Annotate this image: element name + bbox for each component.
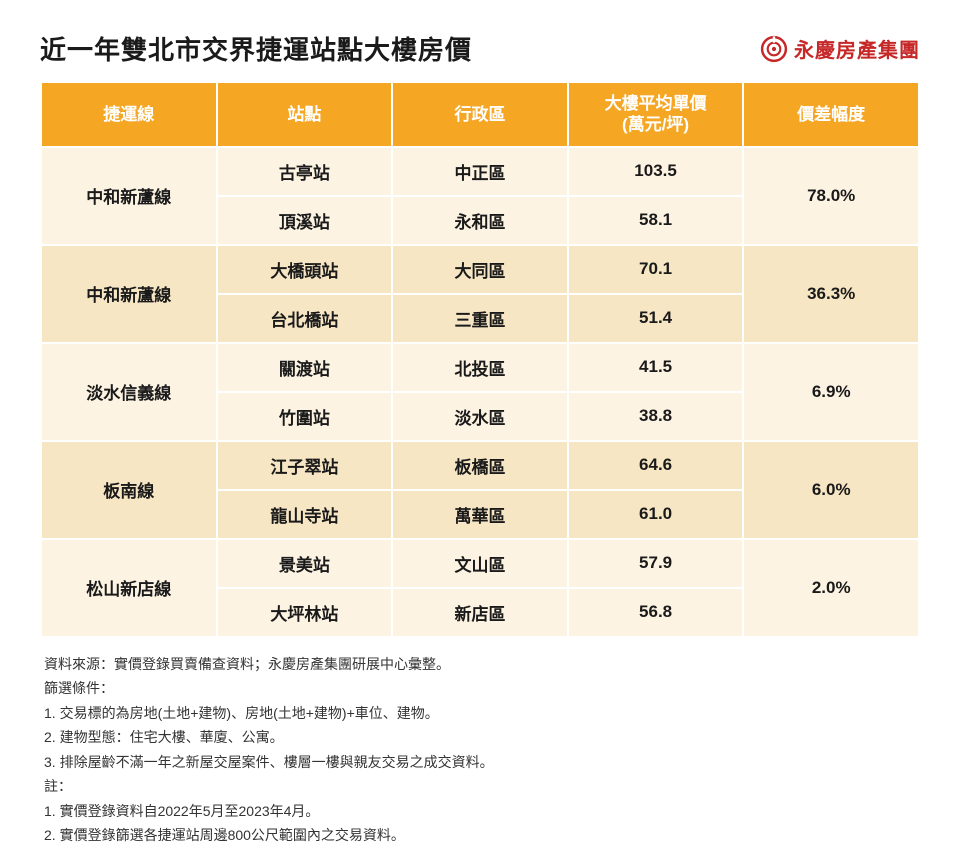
footnote-line: 1. 實價登錄資料自2022年5月至2023年4月。	[44, 799, 920, 824]
cell-district: 大同區	[392, 245, 568, 294]
cell-district: 中正區	[392, 147, 568, 196]
cell-price: 51.4	[568, 294, 744, 343]
cell-station: 竹圍站	[217, 392, 393, 441]
col-price: 大樓平均單價(萬元/坪)	[568, 82, 744, 147]
table-head: 捷運線 站點 行政區 大樓平均單價(萬元/坪) 價差幅度	[41, 82, 919, 147]
cell-price: 70.1	[568, 245, 744, 294]
cell-diff: 6.0%	[743, 441, 919, 539]
col-line: 捷運線	[41, 82, 217, 147]
cell-station: 台北橋站	[217, 294, 393, 343]
cell-station: 龍山寺站	[217, 490, 393, 539]
cell-station: 江子翠站	[217, 441, 393, 490]
brand: 永慶房產集團	[760, 34, 920, 63]
footnote-line: 註：	[44, 774, 920, 799]
footnote-line: 篩選條件：	[44, 676, 920, 701]
col-district: 行政區	[392, 82, 568, 147]
cell-line: 淡水信義線	[41, 343, 217, 441]
table-body: 中和新蘆線古亭站中正區103.578.0%頂溪站永和區58.1中和新蘆線大橋頭站…	[41, 147, 919, 637]
cell-district: 萬華區	[392, 490, 568, 539]
footnote-line: 資料來源：實價登錄買賣備查資料；永慶房產集團研展中心彙整。	[44, 652, 920, 677]
cell-district: 板橋區	[392, 441, 568, 490]
cell-station: 古亭站	[217, 147, 393, 196]
header: 近一年雙北市交界捷運站點大樓房價 永慶房產集團	[40, 30, 920, 67]
cell-station: 頂溪站	[217, 196, 393, 245]
table-row: 中和新蘆線古亭站中正區103.578.0%	[41, 147, 919, 196]
table-row: 中和新蘆線大橋頭站大同區70.136.3%	[41, 245, 919, 294]
cell-district: 北投區	[392, 343, 568, 392]
cell-line: 中和新蘆線	[41, 147, 217, 245]
cell-station: 景美站	[217, 539, 393, 588]
cell-district: 淡水區	[392, 392, 568, 441]
cell-price: 64.6	[568, 441, 744, 490]
cell-district: 三重區	[392, 294, 568, 343]
cell-district: 永和區	[392, 196, 568, 245]
col-station: 站點	[217, 82, 393, 147]
brand-name: 永慶房產集團	[794, 34, 920, 63]
cell-diff: 2.0%	[743, 539, 919, 637]
cell-price: 57.9	[568, 539, 744, 588]
footnotes: 資料來源：實價登錄買賣備查資料；永慶房產集團研展中心彙整。篩選條件：1. 交易標…	[40, 652, 920, 848]
footnote-line: 1. 交易標的為房地(土地+建物)、房地(土地+建物)+車位、建物。	[44, 701, 920, 726]
footnote-line: 2. 建物型態：住宅大樓、華廈、公寓。	[44, 725, 920, 750]
table-row: 淡水信義線關渡站北投區41.56.9%	[41, 343, 919, 392]
cell-price: 41.5	[568, 343, 744, 392]
cell-line: 板南線	[41, 441, 217, 539]
cell-line: 中和新蘆線	[41, 245, 217, 343]
cell-price: 58.1	[568, 196, 744, 245]
cell-price: 56.8	[568, 588, 744, 637]
cell-station: 大坪林站	[217, 588, 393, 637]
cell-price: 61.0	[568, 490, 744, 539]
cell-diff: 36.3%	[743, 245, 919, 343]
table-row: 板南線江子翠站板橋區64.66.0%	[41, 441, 919, 490]
cell-station: 大橋頭站	[217, 245, 393, 294]
cell-price: 103.5	[568, 147, 744, 196]
cell-district: 文山區	[392, 539, 568, 588]
page-title: 近一年雙北市交界捷運站點大樓房價	[40, 30, 472, 67]
table-row: 松山新店線景美站文山區57.92.0%	[41, 539, 919, 588]
footnote-line: 3. 排除屋齡不滿一年之新屋交屋案件、樓層一樓與親友交易之成交資料。	[44, 750, 920, 775]
cell-price: 38.8	[568, 392, 744, 441]
cell-district: 新店區	[392, 588, 568, 637]
cell-diff: 6.9%	[743, 343, 919, 441]
price-table: 捷運線 站點 行政區 大樓平均單價(萬元/坪) 價差幅度 中和新蘆線古亭站中正區…	[40, 81, 920, 638]
cell-diff: 78.0%	[743, 147, 919, 245]
brand-logo-icon	[760, 35, 788, 63]
cell-line: 松山新店線	[41, 539, 217, 637]
footnote-line: 2. 實價登錄篩選各捷運站周邊800公尺範圍內之交易資料。	[44, 823, 920, 848]
col-diff: 價差幅度	[743, 82, 919, 147]
cell-station: 關渡站	[217, 343, 393, 392]
